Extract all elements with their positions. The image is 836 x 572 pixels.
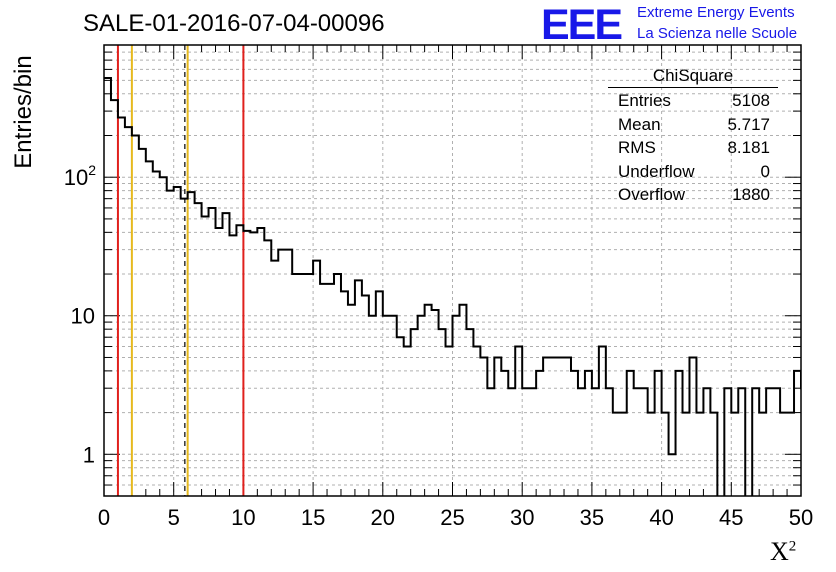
stats-row: RMS 8.181 — [612, 138, 778, 162]
x-axis-label-base: X — [770, 537, 789, 566]
logo-line-2: La Scienza nelle Scuole — [637, 25, 798, 42]
stats-row: Mean 5.717 — [612, 115, 778, 139]
plot-frame — [103, 44, 802, 497]
stats-title: ChiSquare — [608, 66, 778, 88]
stats-value: 0 — [760, 161, 770, 181]
y-tick-label: 10 — [71, 304, 95, 329]
x-tick-label: 40 — [649, 505, 673, 530]
stats-box: ChiSquare Entries 5108 Mean 5.717 RMS 8.181… — [608, 66, 778, 209]
x-tick-label: 35 — [580, 505, 604, 530]
plot-area — [104, 45, 801, 496]
x-tick-label: 10 — [231, 505, 255, 530]
x-tick-label: 15 — [301, 505, 325, 530]
stats-value: 8.181 — [727, 138, 770, 157]
stats-row: Underflow 0 — [612, 162, 778, 186]
y-tick-label: 102 — [64, 162, 96, 190]
stats-row: Overflow 1880 — [612, 185, 778, 209]
stats-label: Mean — [618, 114, 661, 134]
x-axis-label-sup: 2 — [788, 538, 797, 555]
stats-label: RMS — [618, 138, 656, 157]
stats-label: Entries — [618, 91, 671, 110]
x-tick-label: 50 — [789, 505, 813, 530]
chart-title: SALE-01-2016-07-04-00096 — [83, 10, 385, 37]
y-tick-label: 1 — [83, 442, 95, 467]
x-tick-label: 25 — [440, 505, 464, 530]
histogram-line — [104, 77, 801, 496]
x-tick-label: 45 — [719, 505, 743, 530]
x-tick-label: 30 — [510, 505, 534, 530]
x-axis-label: X2 — [770, 537, 796, 567]
stats-value: 5.717 — [727, 114, 770, 134]
eee-logo: EEE — [541, 1, 623, 49]
x-tick-label: 20 — [371, 505, 395, 530]
logo-line-1: Extreme Energy Events — [637, 4, 795, 21]
stats-label: Underflow — [618, 161, 695, 181]
x-tick-label: 5 — [168, 505, 180, 530]
x-tick-label: 0 — [98, 505, 110, 530]
stats-value: 1880 — [732, 185, 770, 204]
y-axis-label: Entries/bin — [10, 55, 37, 169]
stats-label: Overflow — [618, 185, 686, 204]
stats-value: 5108 — [732, 91, 770, 110]
stats-row: Entries 5108 — [612, 91, 778, 115]
